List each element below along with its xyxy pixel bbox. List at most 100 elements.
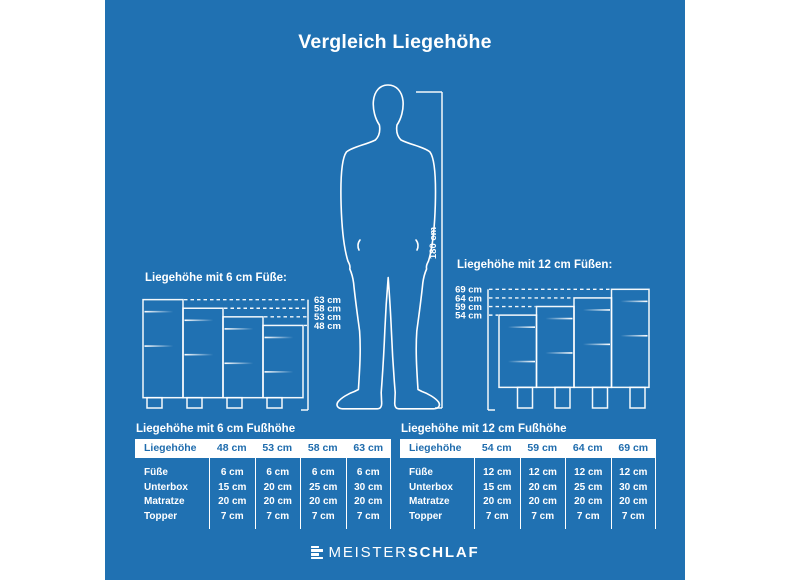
page-title: Vergleich Liegehöhe bbox=[298, 31, 492, 53]
person-height-label: 180 cm bbox=[428, 227, 439, 259]
table-header-cell: 58 cm bbox=[307, 441, 338, 454]
table-cell: 7 cm bbox=[300, 509, 346, 524]
table-cell: 7 cm bbox=[474, 509, 520, 524]
table-cell: 7 cm bbox=[209, 509, 255, 524]
table-6cm: Liegehöhe mit 6 cm Fußhöhe Liegehöhe 48 cm… bbox=[135, 423, 391, 529]
table-row-label: Unterbox bbox=[409, 481, 453, 493]
table-spacer-cell bbox=[610, 523, 656, 529]
table-cell: 20 cm bbox=[254, 494, 301, 509]
table-spacer-cell bbox=[610, 457, 656, 466]
logo-text: MEISTERSCHLAF bbox=[329, 544, 480, 561]
layer-line-topper bbox=[184, 319, 214, 322]
table-header-cell: 69 cm bbox=[618, 441, 649, 454]
table-cell: 30 cm bbox=[345, 480, 391, 495]
table-cell: 25 cm bbox=[565, 480, 611, 495]
table-cell: 7 cm bbox=[345, 509, 391, 524]
bed-foot bbox=[591, 386, 609, 409]
table-row-label: Topper bbox=[144, 510, 178, 522]
table-spacer-cell bbox=[209, 457, 255, 466]
table-spacer-cell bbox=[400, 524, 474, 529]
bed-height-label: 69 cm bbox=[455, 285, 482, 296]
table-cell: 7 cm bbox=[610, 509, 656, 524]
table-row: Matratze 20 cm 20 cm 20 cm 20 cm bbox=[400, 494, 656, 509]
bed-foot bbox=[554, 386, 571, 409]
table-cell: 20 cm bbox=[345, 494, 391, 509]
bed-outline bbox=[610, 288, 650, 389]
table-cell: 20 cm bbox=[519, 494, 566, 509]
bed-height-label: 59 cm bbox=[455, 302, 482, 313]
bed-height-label: 53 cm bbox=[314, 312, 341, 323]
layer-line-topper bbox=[545, 317, 573, 320]
layer-line-matratze bbox=[264, 371, 294, 373]
table-spacer-cell bbox=[300, 457, 346, 466]
table-cell: 15 cm bbox=[209, 480, 255, 495]
table-header-cell: Liegehöhe bbox=[144, 441, 197, 454]
layer-line-topper bbox=[620, 300, 648, 303]
table-row: Topper 7 cm 7 cm 7 cm 7 cm bbox=[400, 509, 656, 524]
bed-foot bbox=[266, 396, 283, 409]
table-spacer-row bbox=[135, 457, 391, 466]
layer-line-matratze bbox=[144, 345, 174, 347]
layer-line-matratze bbox=[508, 360, 535, 363]
table-spacer-row bbox=[135, 523, 391, 529]
bed-height-label: 54 cm bbox=[455, 311, 482, 322]
table-row-label: Matratze bbox=[144, 496, 185, 507]
table-spacer-cell bbox=[209, 523, 255, 529]
table-header-cell: Liegehöhe bbox=[409, 441, 462, 454]
bed-foot bbox=[516, 386, 534, 409]
left-group-heading: Liegehöhe mit 6 cm Füße: bbox=[145, 272, 287, 284]
blue-panel: Vergleich Liegehöhe Liegehöhe mit 6 cm F… bbox=[105, 0, 685, 580]
person-outline bbox=[336, 84, 441, 410]
table-row: Topper 7 cm 7 cm 7 cm 7 cm bbox=[135, 509, 391, 524]
table-spacer-cell bbox=[565, 457, 611, 466]
table-spacer-cell bbox=[345, 523, 391, 529]
table-header-cell: 54 cm bbox=[481, 441, 512, 454]
table-header-cell: 59 cm bbox=[527, 441, 558, 454]
table-row: Unterbox 15 cm 20 cm 25 cm 30 cm bbox=[135, 480, 391, 495]
table-header-cell: 64 cm bbox=[572, 441, 603, 454]
bed-foot bbox=[146, 396, 163, 409]
layer-line-matratze bbox=[620, 334, 648, 337]
logo-icon bbox=[310, 545, 323, 560]
table-row-label: Unterbox bbox=[144, 481, 188, 493]
table-cell: 12 cm bbox=[519, 465, 566, 480]
table-spacer-row bbox=[400, 457, 656, 466]
bed-outline bbox=[182, 307, 224, 399]
table-cell: 15 cm bbox=[474, 480, 520, 495]
table-spacer-cell bbox=[519, 457, 566, 466]
table-row-label: Füße bbox=[144, 467, 168, 478]
table-cell: 20 cm bbox=[300, 494, 346, 509]
bed-foot bbox=[629, 386, 646, 409]
bed-height-label: 64 cm bbox=[455, 293, 482, 304]
hand-detail-right bbox=[415, 239, 419, 251]
bed-height-label: 63 cm bbox=[314, 295, 341, 306]
table-row: Matratze 20 cm 20 cm 20 cm 20 cm bbox=[135, 494, 391, 509]
table-cell: 20 cm bbox=[209, 494, 255, 509]
bed-outline bbox=[573, 297, 613, 389]
layer-line-topper bbox=[224, 328, 254, 330]
bed-foot bbox=[226, 396, 243, 409]
table-cell: 7 cm bbox=[519, 509, 566, 524]
table-cell: 20 cm bbox=[565, 494, 611, 509]
table-cell: 20 cm bbox=[474, 494, 520, 509]
logo-prefix: MEISTER bbox=[328, 544, 408, 561]
bed-foot bbox=[186, 396, 203, 409]
table-row-label: Füße bbox=[409, 467, 433, 478]
bed-height-label: 58 cm bbox=[314, 304, 341, 315]
logo-suffix: SCHLAF bbox=[407, 544, 480, 561]
bed-outline bbox=[142, 298, 184, 399]
table-spacer-cell bbox=[135, 524, 209, 529]
table-cell: 12 cm bbox=[565, 465, 611, 480]
layer-line-matratze bbox=[545, 352, 573, 354]
person-height-measure: 180 cm bbox=[416, 91, 443, 409]
table-cell: 20 cm bbox=[610, 494, 656, 509]
table-header-cell: 48 cm bbox=[216, 441, 247, 454]
table-row: Füße 6 cm 6 cm 6 cm 6 cm bbox=[135, 465, 391, 480]
table-spacer-cell bbox=[345, 457, 391, 466]
table-cell: 20 cm bbox=[254, 480, 301, 495]
table-spacer-cell bbox=[519, 523, 566, 529]
table-spacer-row bbox=[400, 523, 656, 529]
